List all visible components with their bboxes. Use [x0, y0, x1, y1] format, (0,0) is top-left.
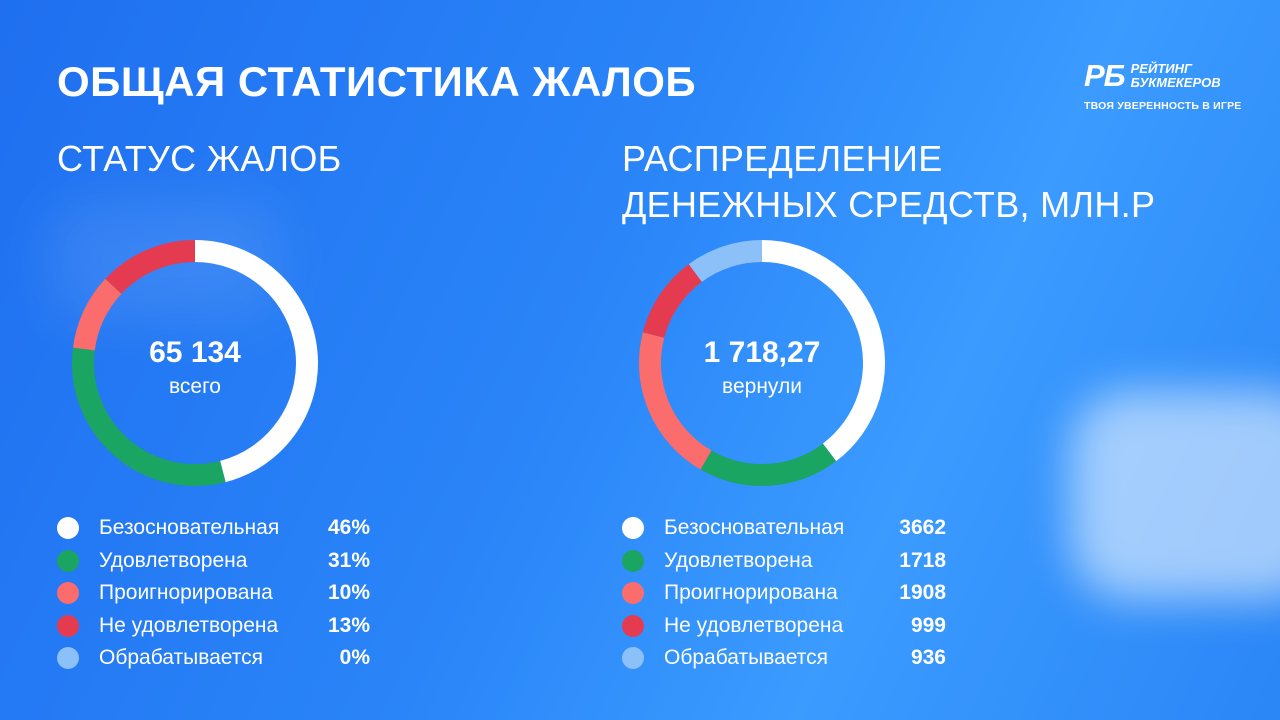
- legend-item: Безосновательная 46%: [57, 512, 370, 545]
- legend-dot: [622, 614, 644, 637]
- donut-slice-удовлетворена: [72, 347, 226, 486]
- legend-item: Проигнорирована 1908: [622, 577, 946, 610]
- legend-value: 0%: [339, 646, 370, 670]
- legend-item: Проигнорирована 10%: [57, 577, 370, 610]
- logo-slogan: ТВОЯ УВЕРЕННОСТЬ В ИГРЕ: [1084, 100, 1242, 112]
- legend-item: Не удовлетворена 999: [622, 610, 946, 643]
- legend-dot: [57, 517, 79, 540]
- donut-slice-удовлетворена: [700, 443, 837, 486]
- legend-item: Удовлетворена 31%: [57, 545, 370, 578]
- donut-slice-обрабатывается: [688, 240, 763, 283]
- brand-logo: РБ РЕЙТИНГ БУКМЕКЕРОВ ТВОЯ УВЕРЕННОСТЬ В…: [1084, 60, 1242, 112]
- legend-dot: [57, 582, 79, 605]
- background-glow: [1070, 390, 1280, 600]
- legend-item: Удовлетворена 1718: [622, 545, 946, 578]
- legend-label: Безосновательная: [99, 516, 280, 540]
- logo-name-line2: БУКМЕКЕРОВ: [1130, 74, 1221, 90]
- chart2-title-line2: ДЕНЕЖНЫХ СРЕДСТВ, МЛН.Р: [622, 184, 1156, 225]
- donut-slice-проигнорирована: [639, 332, 712, 470]
- legend-dot: [622, 647, 644, 670]
- donut-slice-не-удовлетворена: [642, 264, 703, 339]
- chart2-title: РАСПРЕДЕЛЕНИЕ ДЕНЕЖНЫХ СРЕДСТВ, МЛН.Р: [622, 136, 1155, 228]
- legend-label: Проигнорирована: [664, 581, 838, 605]
- legend-label: Проигнорирована: [99, 581, 273, 605]
- legend-value: 1718: [899, 548, 946, 572]
- legend-value: 1908: [899, 581, 946, 605]
- legend-item: Обрабатывается 0%: [57, 642, 370, 675]
- legend-value: 3662: [899, 516, 946, 540]
- status-donut-chart: [72, 240, 318, 486]
- legend-value: 46%: [327, 516, 370, 540]
- chart2-legend: Безосновательная 3662 Удовлетворена 1718 Про…: [622, 512, 946, 675]
- chart1-legend: Безосновательная 46% Удовлетворена 31% Проиг…: [57, 512, 370, 675]
- legend-label: Не удовлетворена: [99, 613, 279, 637]
- donut-slice-безосновательная: [761, 240, 885, 462]
- legend-dot: [57, 647, 79, 670]
- logo-name-line1: РЕЙТИНГ: [1130, 60, 1192, 76]
- legend-dot: [622, 582, 644, 605]
- donut-slice-безосновательная: [194, 240, 318, 483]
- legend-value: 13%: [327, 613, 370, 637]
- money-donut-chart: [639, 240, 885, 486]
- chart1-total-label: всего: [169, 375, 221, 398]
- legend-dot: [622, 549, 644, 572]
- legend-label: Удовлетворена: [99, 548, 248, 572]
- legend-dot: [57, 614, 79, 637]
- chart1-title: СТАТУС ЖАЛОБ: [57, 138, 342, 179]
- legend-label: Удовлетворена: [664, 548, 813, 572]
- legend-value: 936: [910, 646, 946, 670]
- chart1-total: 65 134: [149, 336, 241, 369]
- legend-value: 999: [910, 613, 946, 637]
- chart2-center: 1 718,27 вернули: [637, 336, 887, 400]
- legend-dot: [622, 517, 644, 540]
- donut-slice-не-удовлетворена: [105, 240, 196, 295]
- legend-value: 31%: [327, 548, 370, 572]
- page-title: ОБЩАЯ СТАТИСТИКА ЖАЛОБ: [57, 58, 697, 105]
- legend-label: Обрабатывается: [664, 646, 829, 670]
- chart1-center: 65 134 всего: [70, 336, 320, 400]
- legend-label: Обрабатывается: [99, 646, 264, 670]
- chart2-title-line1: РАСПРЕДЕЛЕНИЕ: [622, 138, 943, 179]
- logo-name: РЕЙТИНГ БУКМЕКЕРОВ: [1130, 60, 1221, 90]
- legend-dot: [57, 549, 79, 572]
- chart2-total: 1 718,27: [703, 336, 821, 369]
- legend-item: Не удовлетворена 13%: [57, 610, 370, 643]
- legend-item: Обрабатывается 936: [622, 642, 946, 675]
- legend-value: 10%: [327, 581, 370, 605]
- legend-label: Не удовлетворена: [664, 613, 844, 637]
- donut-slice-проигнорирована: [72, 278, 122, 351]
- legend-label: Безосновательная: [664, 516, 845, 540]
- legend-item: Безосновательная 3662: [622, 512, 946, 545]
- logo-mark: РБ: [1084, 58, 1126, 93]
- chart2-total-label: вернули: [722, 375, 802, 398]
